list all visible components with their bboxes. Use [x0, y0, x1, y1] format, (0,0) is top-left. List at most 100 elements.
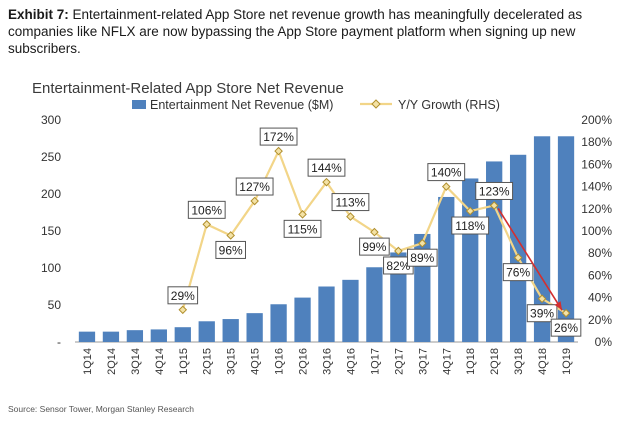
revenue-bar	[342, 279, 359, 342]
growth-data-label: 118%	[455, 219, 485, 233]
growth-data-label-box	[215, 240, 246, 259]
revenue-bar	[462, 178, 479, 342]
revenue-bar	[126, 330, 144, 342]
growth-data-label-box	[167, 286, 199, 305]
growth-marker	[537, 294, 547, 304]
left-axis-tick-label: 250	[41, 150, 61, 164]
growth-data-label: 82%	[386, 259, 410, 273]
legend-label-growth: Y/Y Growth (RHS)	[398, 98, 500, 112]
revenue-bar	[557, 136, 575, 342]
left-axis-tick-label: -	[57, 335, 61, 349]
growth-data-label-box	[283, 219, 322, 238]
x-axis-tick-label: 1Q14	[82, 348, 94, 375]
x-axis-tick-label: 1Q15	[178, 348, 190, 375]
revenue-bar	[366, 267, 383, 342]
legend-swatch-growth-marker	[371, 99, 381, 109]
right-axis-tick-label: 160%	[581, 157, 612, 171]
revenue-bar	[390, 252, 407, 342]
growth-data-label-box	[235, 177, 274, 196]
growth-data-label-box	[407, 248, 438, 267]
right-axis-tick-label: 40%	[588, 291, 612, 305]
growth-marker	[322, 177, 331, 187]
chart-title: Entertainment-Related App Store Net Reve…	[32, 80, 344, 97]
growth-data-label: 115%	[288, 222, 318, 236]
growth-marker	[250, 196, 259, 206]
x-axis-tick-label: 3Q18	[513, 348, 525, 375]
x-axis-tick-label: 3Q15	[226, 348, 238, 375]
growth-marker	[298, 210, 307, 219]
growth-marker	[513, 253, 523, 262]
growth-data-label-box	[331, 193, 370, 212]
left-axis-tick-label: 200	[41, 187, 61, 201]
growth-data-label: 99%	[362, 240, 386, 254]
right-axis-tick-label: 120%	[581, 202, 612, 216]
growth-data-label: 29%	[171, 289, 195, 303]
revenue-bar	[509, 154, 527, 342]
growth-marker	[178, 305, 188, 315]
growth-data-label: 106%	[191, 203, 222, 217]
growth-data-label: 89%	[410, 251, 434, 265]
revenue-bar	[102, 331, 120, 342]
x-axis-tick-label: 1Q18	[465, 348, 477, 375]
red-arrow	[497, 208, 563, 311]
growth-data-label-box	[359, 237, 390, 256]
growth-data-label: 144%	[311, 161, 342, 175]
growth-data-label-box	[526, 304, 558, 323]
growth-marker	[346, 212, 355, 221]
x-axis-tick-label: 2Q15	[202, 348, 214, 375]
x-axis-tick-label: 4Q17	[441, 348, 453, 375]
growth-marker	[418, 238, 427, 248]
x-axis-tick-label: 1Q17	[369, 348, 381, 375]
right-axis-tick-label: 60%	[588, 268, 612, 282]
exhibit-label: Exhibit 7:	[8, 7, 69, 22]
legend-swatch-revenue	[132, 100, 146, 109]
x-axis-tick-label: 4Q16	[345, 348, 357, 375]
growth-marker	[561, 308, 571, 318]
x-axis-tick-label: 4Q15	[250, 348, 262, 375]
growth-marker	[370, 227, 379, 237]
right-axis-tick-label: 140%	[581, 180, 612, 194]
right-axis-tick-label: 80%	[588, 246, 612, 260]
growth-data-label-box	[307, 158, 346, 177]
x-axis-tick-label: 3Q17	[417, 348, 429, 375]
x-axis-tick-label: 1Q16	[274, 348, 286, 375]
right-axis-tick-label: 20%	[588, 313, 612, 327]
revenue-bar	[438, 196, 455, 342]
revenue-bar	[198, 321, 215, 342]
growth-marker	[441, 182, 451, 191]
x-axis-tick-label: 3Q16	[322, 348, 334, 375]
right-axis-tick-label: 200%	[581, 113, 612, 127]
growth-data-label: 76%	[506, 266, 530, 280]
growth-data-label-box	[259, 127, 298, 146]
growth-marker	[465, 206, 475, 216]
growth-data-label: 140%	[431, 166, 462, 180]
exhibit-caption: Exhibit 7: Entertainment-related App Sto…	[8, 6, 632, 57]
growth-data-label: 127%	[239, 180, 270, 194]
growth-marker	[394, 246, 403, 256]
exhibit-text: Entertainment-related App Store net reve…	[8, 7, 583, 56]
revenue-bar	[294, 297, 311, 342]
growth-marker	[489, 201, 499, 210]
x-axis-tick-label: 4Q18	[537, 348, 549, 375]
x-axis-tick-label: 2Q14	[106, 348, 118, 375]
growth-data-label: 172%	[263, 130, 294, 144]
x-axis-tick-label: 2Q18	[489, 348, 501, 375]
growth-data-label-box	[187, 200, 226, 219]
revenue-bar	[246, 313, 263, 342]
growth-data-label-box	[427, 163, 466, 182]
growth-data-label: 123%	[479, 184, 510, 198]
revenue-bar	[222, 319, 239, 342]
revenue-bar	[318, 286, 335, 342]
growth-data-label-box	[550, 318, 582, 337]
x-axis-tick-label: 2Q16	[298, 348, 310, 375]
growth-marker	[226, 231, 235, 240]
left-axis-tick-label: 50	[48, 298, 62, 312]
growth-data-label: 39%	[530, 307, 554, 321]
revenue-bar	[78, 331, 96, 342]
growth-data-label: 96%	[219, 243, 243, 257]
legend-label-revenue: Entertainment Net Revenue ($M)	[150, 98, 333, 112]
left-axis-tick-label: 150	[41, 224, 61, 238]
red-arrow-head	[554, 301, 563, 311]
right-axis-tick-label: 0%	[595, 335, 613, 349]
x-axis-tick-label: 3Q14	[130, 348, 142, 375]
